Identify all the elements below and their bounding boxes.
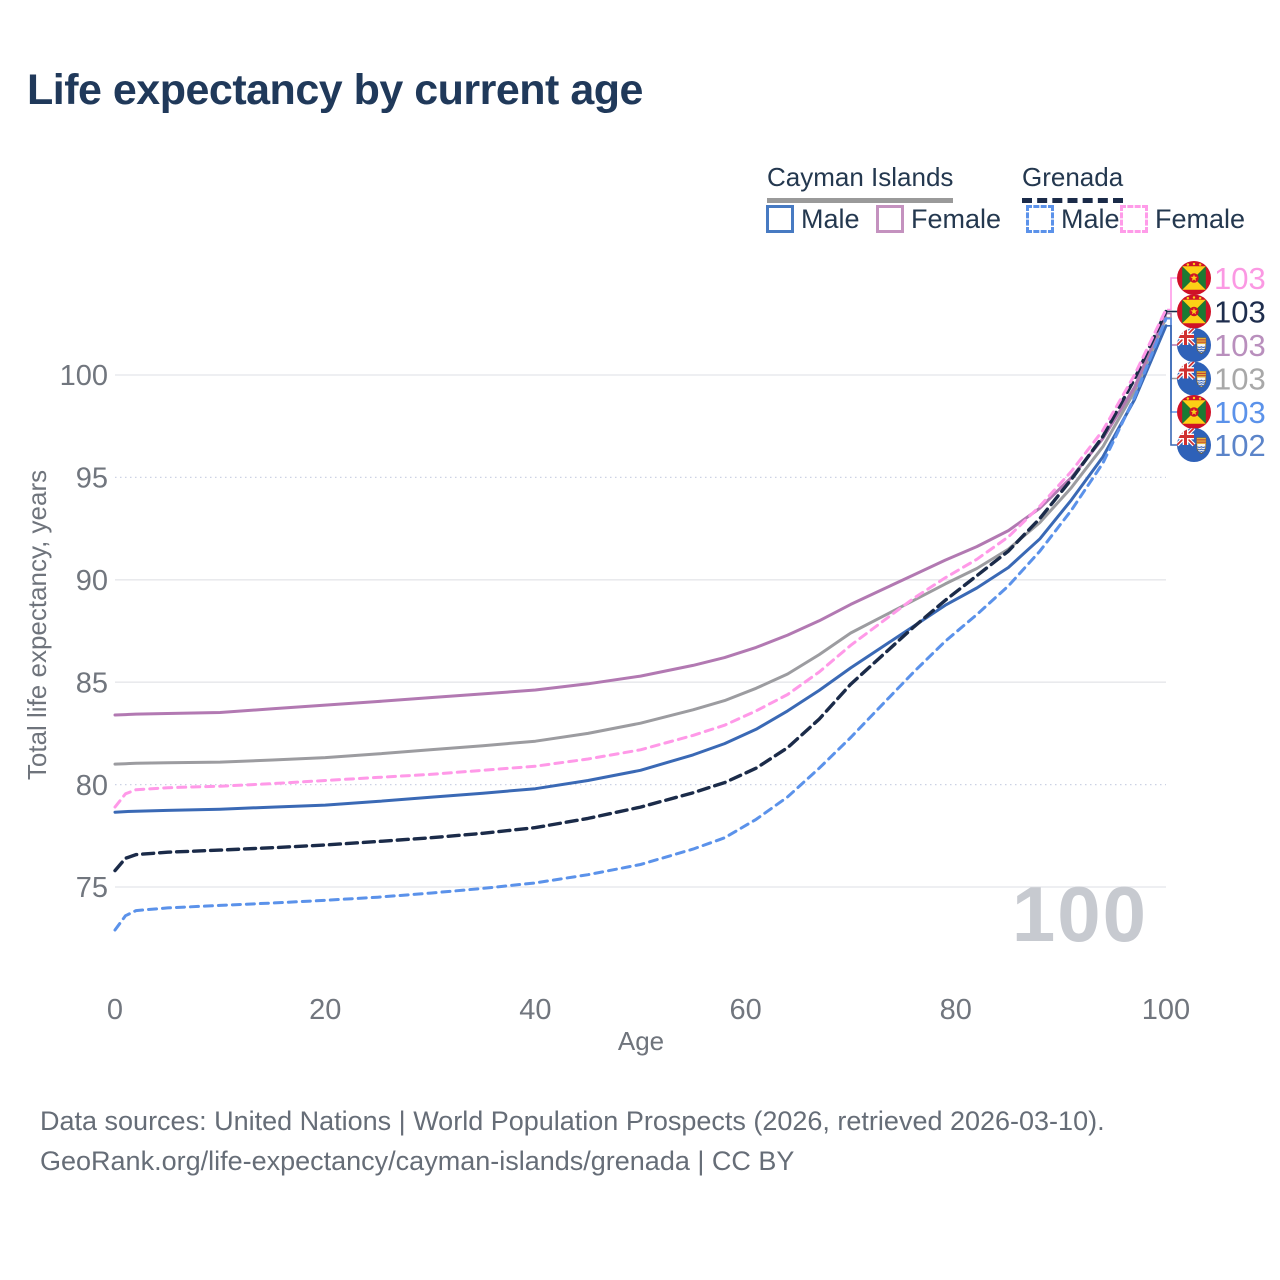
y-tick-label-95: 95: [76, 463, 108, 495]
leader-grenada-female: [1167, 277, 1177, 311]
end-value-grenada-total: 103: [1214, 295, 1266, 330]
y-tick-label-75: 75: [76, 872, 108, 904]
y-tick-label-80: 80: [76, 770, 108, 802]
legend-item-grenada-female[interactable]: Female: [1120, 204, 1245, 234]
cayman-islands-flag-icon: [1177, 328, 1211, 362]
line-grenada-male[interactable]: [113, 317, 1168, 932]
y-tick-label-85: 85: [76, 667, 108, 699]
line-grenada-female[interactable]: [113, 308, 1168, 809]
y-tick-label-100: 100: [60, 360, 108, 392]
end-value-cayman-islands-female: 103: [1214, 328, 1266, 363]
x-tick-label-20: 20: [309, 994, 341, 1026]
grenada-flag-icon: [1177, 395, 1211, 429]
x-tick-label-0: 0: [107, 994, 123, 1026]
chart-title: Life expectancy by current age: [27, 66, 643, 114]
y-tick-label-90: 90: [76, 565, 108, 597]
legend-item-cayman-male[interactable]: Male: [766, 204, 860, 234]
x-tick-label-40: 40: [519, 994, 551, 1026]
line-grenada-total[interactable]: [113, 309, 1168, 873]
leader-cayman-islands-male: [1167, 325, 1177, 446]
cayman-islands-flag-icon: [1177, 361, 1211, 396]
attribution-link-text: GeoRank.org/life-expectancy/cayman-islan…: [40, 1146, 795, 1176]
legend-group-grenada[interactable]: Grenada: [1022, 162, 1124, 203]
x-tick-label-60: 60: [729, 994, 761, 1026]
x-axis-title: Age: [618, 1026, 664, 1056]
end-value-grenada-female: 103: [1214, 261, 1266, 296]
grenada-flag-icon: [1177, 294, 1211, 329]
grenada-flag-icon: [1177, 261, 1211, 295]
leader-cayman-islands-total: [1167, 316, 1177, 380]
end-value-cayman-islands-total: 103: [1214, 362, 1266, 397]
grenada-female-swatch-icon: [1120, 205, 1148, 233]
end-value-grenada-male: 103: [1214, 395, 1266, 430]
legend-grenada-label: Grenada: [1022, 162, 1124, 203]
legend-item-grenada-male[interactable]: Male: [1026, 204, 1120, 234]
data-sources-text: Data sources: United Nations | World Pop…: [40, 1106, 1105, 1136]
leader-grenada-male: [1167, 317, 1177, 413]
legend-item-cayman-female[interactable]: Female: [876, 204, 1001, 234]
x-tick-label-80: 80: [940, 994, 972, 1026]
cayman-islands-flag-icon: [1177, 428, 1211, 462]
cayman-female-swatch-icon: [876, 205, 904, 233]
grenada-male-swatch-icon: [1026, 205, 1054, 233]
line-cayman-islands-male[interactable]: [113, 324, 1168, 814]
y-axis-title: Total life expectancy, years: [22, 470, 52, 780]
line-cayman-islands-total[interactable]: [113, 316, 1168, 766]
legend-cayman-islands-label: Cayman Islands: [767, 162, 954, 203]
x-tick-label-100: 100: [1142, 994, 1190, 1026]
line-cayman-islands-female[interactable]: [113, 312, 1168, 717]
cayman-male-swatch-icon: [766, 205, 794, 233]
end-value-cayman-islands-male: 102: [1214, 428, 1266, 463]
age-watermark: 100: [1012, 870, 1148, 958]
legend-group-cayman-islands[interactable]: Cayman Islands: [767, 162, 954, 203]
